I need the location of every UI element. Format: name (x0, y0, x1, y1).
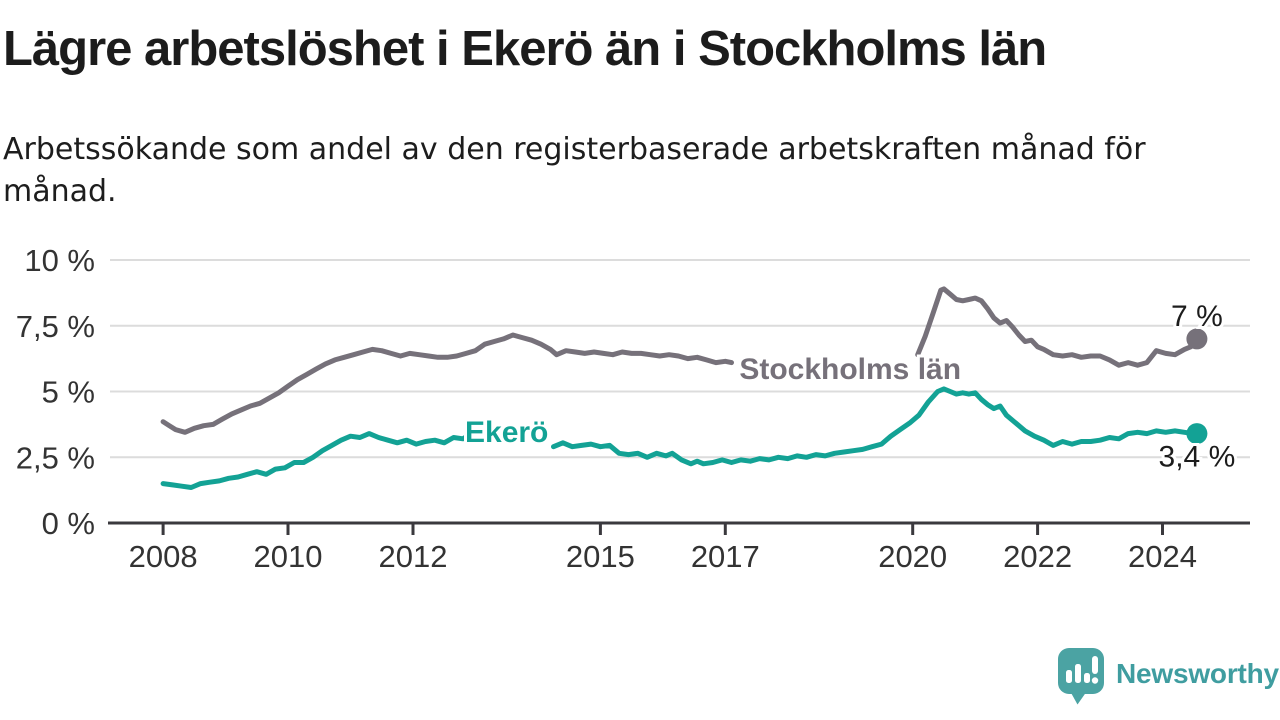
logo-bar-1 (1066, 670, 1072, 683)
x-axis-tick-label: 2022 (1003, 539, 1072, 574)
series-label-stockholms-l-n: Stockholms län (739, 353, 961, 386)
newsworthy-bubble-chart-icon (1058, 648, 1104, 705)
value-label-eker-: 3,4 % (1159, 441, 1236, 474)
logo-bar-2 (1075, 664, 1081, 683)
x-axis-tick-label: 2024 (1128, 539, 1197, 574)
logo-bar-3 (1084, 673, 1090, 683)
x-axis-tick-label: 2015 (566, 539, 635, 574)
series-line-stockholms-l-n (160, 332, 734, 435)
y-axis-tick-label: 2,5 % (16, 440, 95, 475)
series-line-eker- (551, 386, 1200, 467)
chart-title: Lägre arbetslöshet i Ekerö än i Stockhol… (3, 22, 1047, 76)
chart-subtitle-line2: månad. (3, 174, 117, 209)
y-axis-tick-label: 5 % (42, 375, 95, 410)
series-line-stockholms-l-n (915, 286, 1200, 368)
logo-exclamation (1092, 656, 1098, 674)
newsworthy-logo: Newsworthy (1056, 647, 1279, 705)
series-label-eker-: Ekerö (465, 416, 548, 449)
x-axis-tick-label: 2008 (129, 539, 198, 574)
series-end-dot-stockholms-l-n (1186, 328, 1208, 350)
y-axis-tick-label: 10 % (24, 243, 95, 278)
series-line-eker- (160, 431, 470, 490)
x-axis-tick-label: 2010 (254, 539, 323, 574)
newsworthy-wordmark: Newsworthy (1116, 658, 1279, 689)
x-axis-tick-label: 2017 (691, 539, 760, 574)
x-axis-tick-label: 2012 (379, 539, 448, 574)
value-label-stockholms-l-n: 7 % (1171, 300, 1223, 333)
chart-subtitle: Arbetssökande som andel av den registerb… (3, 129, 1146, 213)
chart-subtitle-line1: Arbetssökande som andel av den registerb… (3, 132, 1146, 167)
logo-exclamation-dot (1091, 677, 1099, 684)
y-axis-tick-label: 7,5 % (16, 309, 95, 344)
y-axis-tick-label: 0 % (42, 506, 95, 541)
series-end-dot-eker- (1186, 423, 1208, 445)
x-axis-tick-label: 2020 (878, 539, 947, 574)
